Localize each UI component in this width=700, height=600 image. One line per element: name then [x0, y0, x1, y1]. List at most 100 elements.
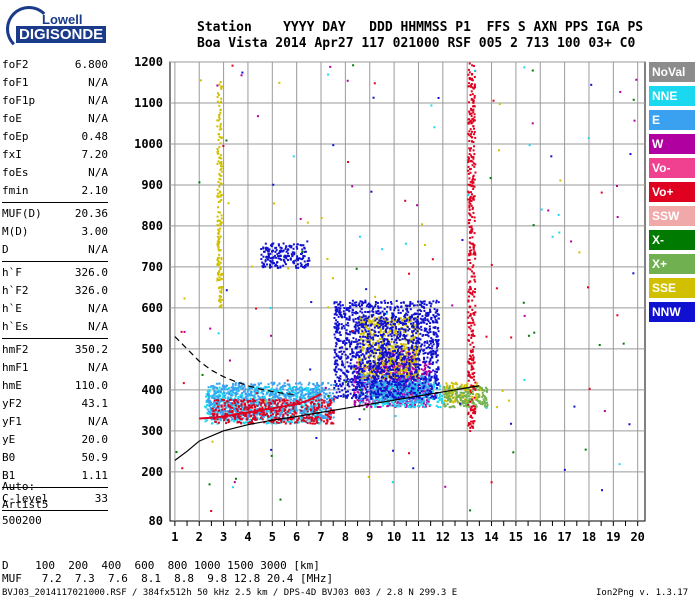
data-point — [340, 350, 343, 353]
data-point — [398, 400, 401, 403]
data-point — [437, 301, 440, 304]
data-point — [396, 338, 399, 341]
data-point — [322, 389, 325, 392]
data-point — [219, 400, 222, 403]
data-point — [362, 315, 365, 318]
data-point — [329, 407, 332, 410]
data-point — [453, 387, 456, 390]
data-point — [434, 338, 437, 341]
data-point — [301, 396, 304, 399]
data-point — [397, 323, 400, 326]
data-point — [381, 393, 384, 396]
data-point — [436, 308, 439, 311]
data-point — [379, 354, 382, 357]
data-point — [374, 343, 377, 346]
data-point — [423, 400, 426, 403]
data-point — [354, 304, 357, 307]
data-point — [338, 379, 341, 382]
data-point — [397, 333, 400, 336]
data-point — [313, 391, 316, 394]
data-point — [422, 377, 425, 380]
data-point — [415, 396, 418, 399]
data-point — [341, 389, 344, 392]
data-point — [445, 382, 448, 385]
data-point — [410, 322, 413, 325]
data-point — [376, 381, 379, 384]
data-point — [415, 370, 418, 373]
data-point — [411, 355, 414, 358]
data-point — [287, 420, 290, 423]
data-point — [342, 324, 345, 327]
data-point — [376, 382, 379, 385]
y-tick-label: 80 — [149, 514, 163, 528]
data-point — [385, 354, 388, 357]
data-point — [229, 390, 232, 393]
data-point — [362, 377, 365, 380]
data-point — [373, 334, 376, 337]
data-point — [417, 329, 420, 332]
data-point — [225, 419, 228, 422]
data-point — [389, 329, 392, 332]
data-point — [281, 419, 284, 422]
data-point — [415, 348, 418, 351]
data-point — [218, 104, 221, 107]
data-point — [364, 339, 367, 342]
data-point — [294, 382, 297, 385]
data-point — [314, 419, 317, 422]
data-point — [416, 318, 419, 321]
data-point — [308, 393, 311, 396]
data-point — [210, 385, 213, 388]
data-point — [313, 388, 316, 391]
data-point — [345, 318, 348, 321]
data-point — [410, 397, 413, 400]
data-point — [410, 366, 413, 369]
data-point — [295, 394, 298, 397]
param-value: 20.36 — [74, 207, 108, 220]
data-point — [433, 308, 436, 311]
data-point — [334, 370, 337, 373]
data-point — [406, 364, 409, 367]
data-point — [381, 399, 384, 402]
data-point — [319, 403, 322, 406]
data-point — [413, 368, 416, 371]
data-point — [335, 326, 338, 329]
data-point — [336, 363, 339, 366]
data-point — [391, 314, 394, 317]
data-point — [209, 403, 212, 406]
data-point — [366, 360, 369, 363]
data-point — [208, 390, 211, 393]
data-point — [370, 403, 373, 406]
data-point — [316, 391, 319, 394]
data-point — [438, 396, 441, 399]
data-point — [388, 402, 391, 405]
data-point — [463, 384, 466, 387]
data-point — [354, 368, 357, 371]
data-point — [377, 312, 380, 315]
data-point — [341, 304, 344, 307]
data-point — [274, 411, 277, 414]
data-point — [393, 332, 396, 335]
data-point — [232, 408, 235, 411]
data-point — [383, 312, 386, 315]
data-point — [420, 375, 423, 378]
data-point — [388, 348, 391, 351]
data-point — [455, 381, 458, 384]
data-point — [401, 357, 404, 360]
data-point — [334, 373, 337, 376]
data-point — [478, 389, 481, 392]
data-point — [402, 364, 405, 367]
data-point — [410, 374, 413, 377]
data-point — [337, 327, 340, 330]
data-point — [378, 352, 381, 355]
data-point — [426, 402, 429, 405]
data-point — [424, 351, 427, 354]
data-point — [425, 370, 428, 373]
data-point — [405, 367, 408, 370]
data-point — [359, 337, 362, 340]
data-point — [408, 379, 411, 382]
data-point — [208, 399, 211, 402]
data-point — [424, 317, 427, 320]
data-point — [215, 392, 218, 395]
data-point — [303, 401, 306, 404]
data-point — [343, 373, 346, 376]
